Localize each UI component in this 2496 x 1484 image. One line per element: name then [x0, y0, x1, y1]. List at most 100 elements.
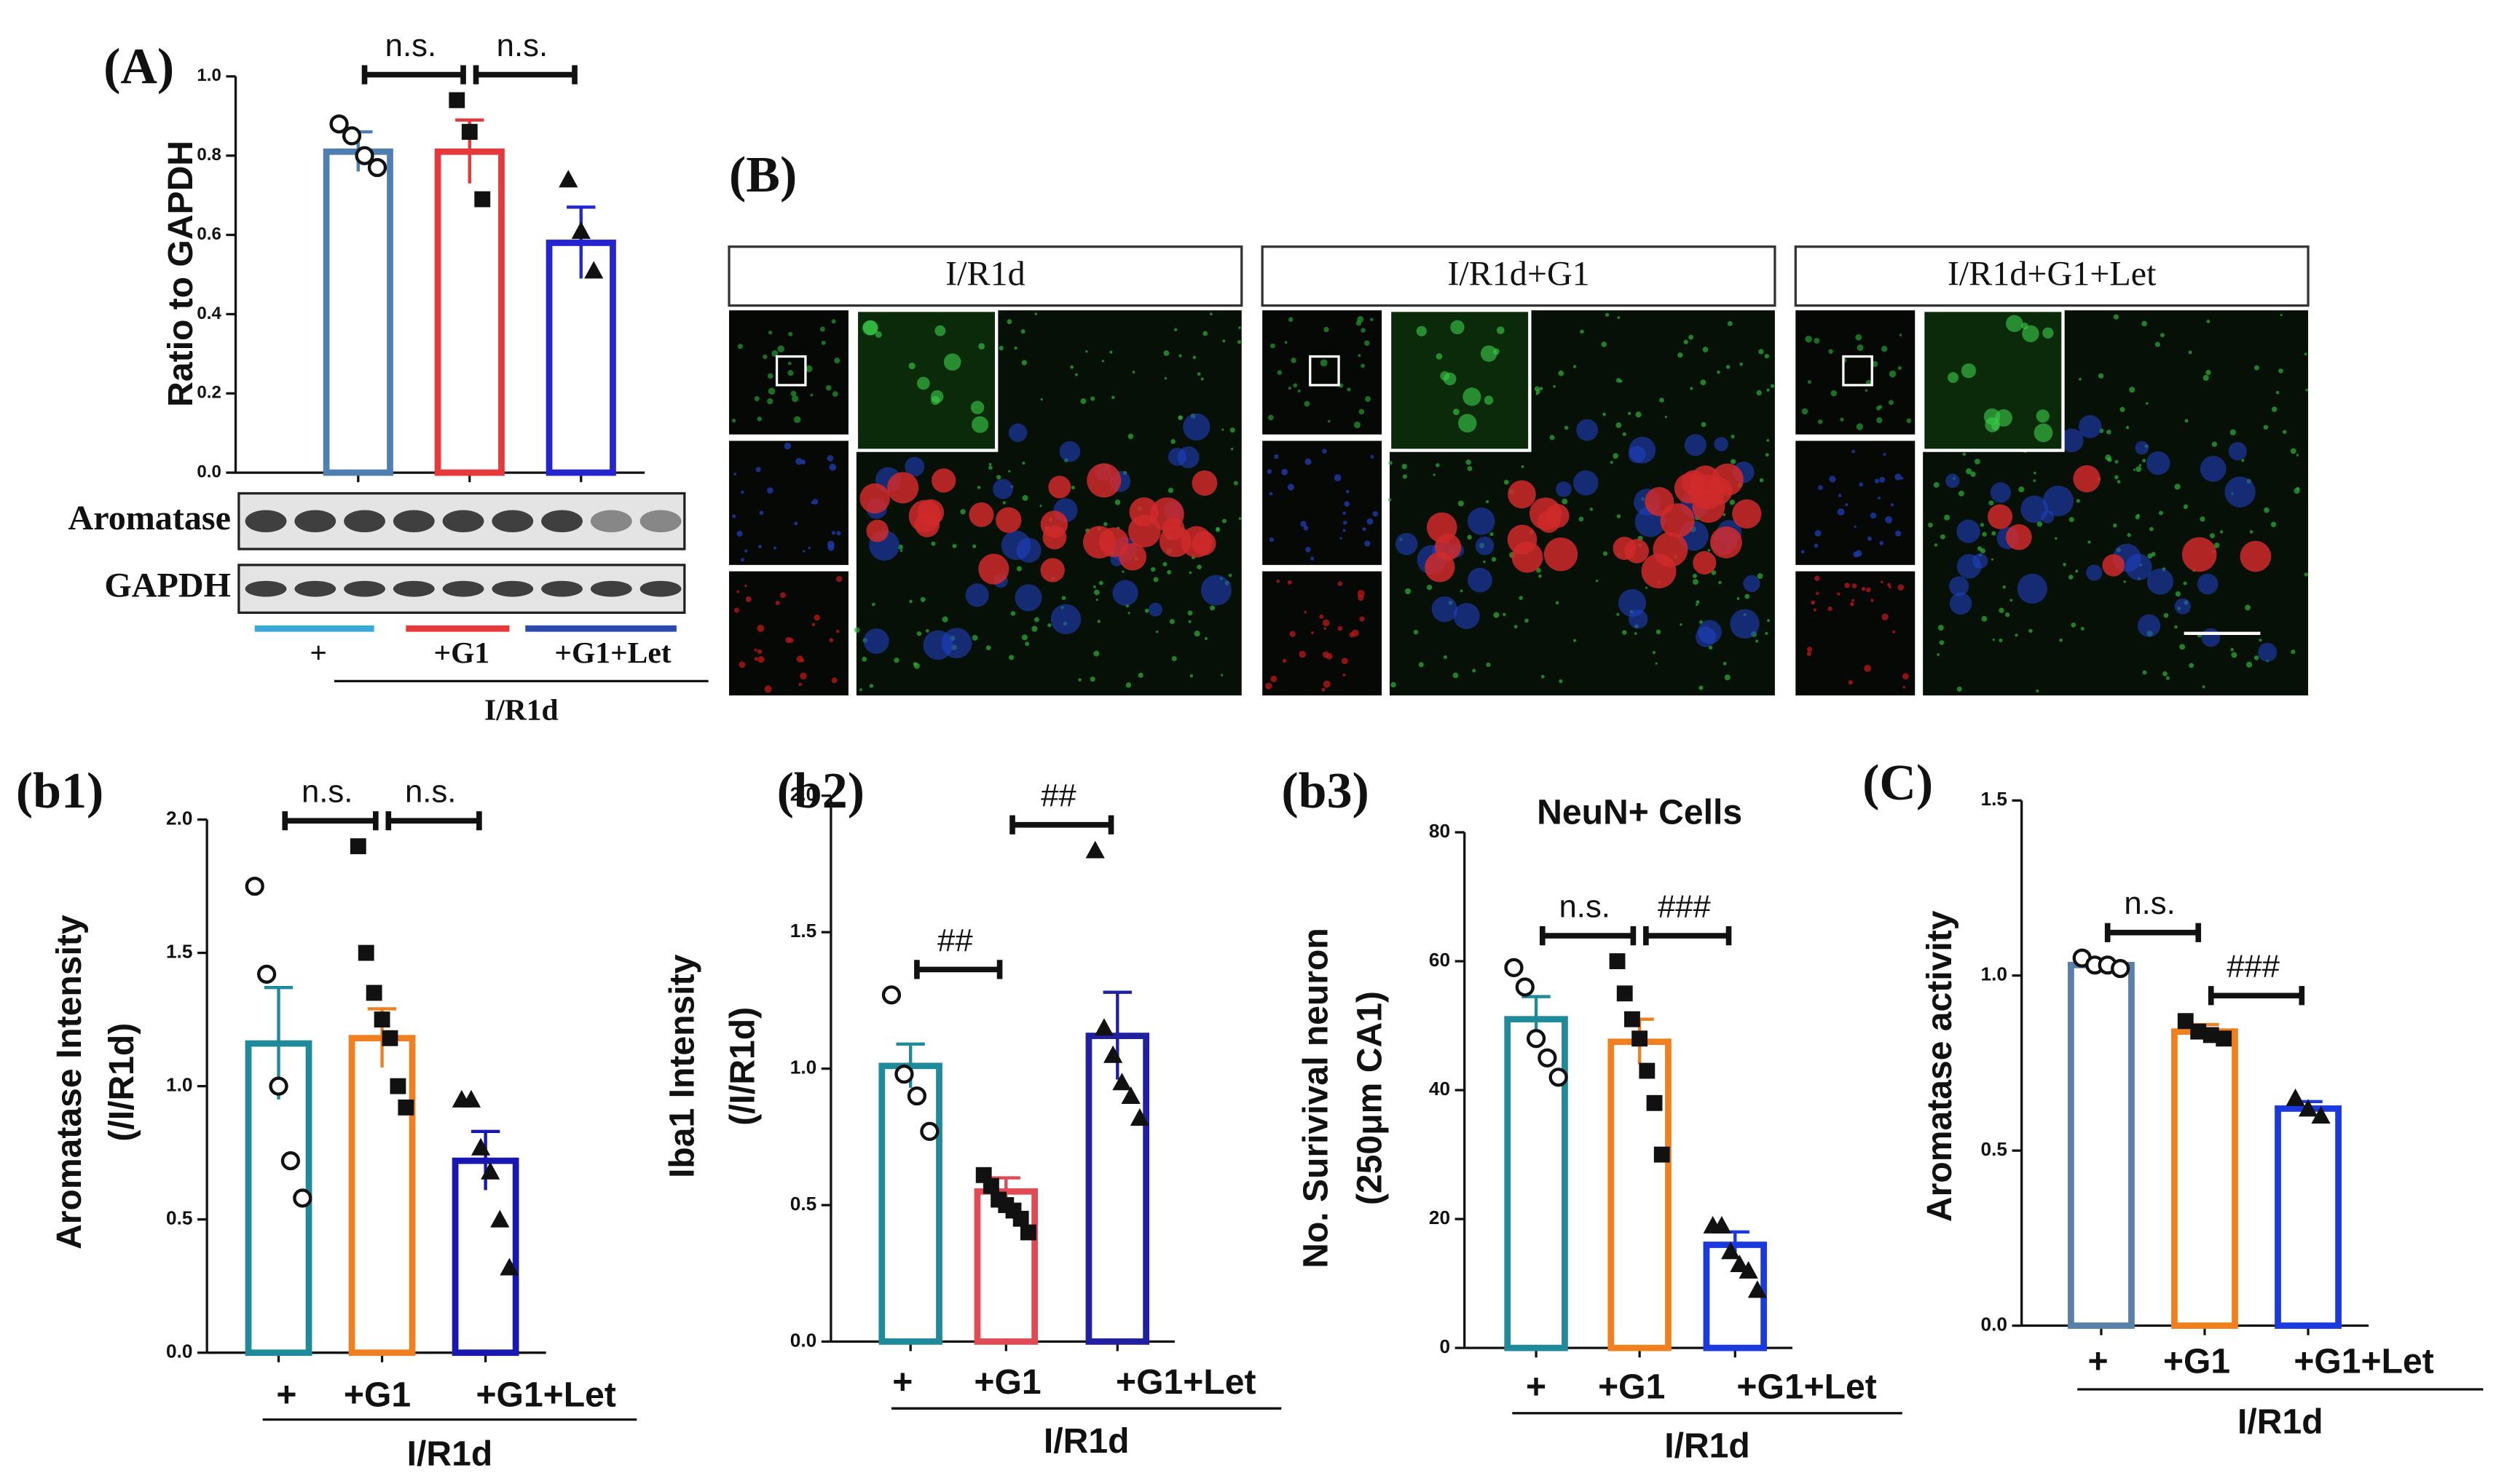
x-tick-label: + — [310, 636, 327, 669]
data-point — [500, 1258, 519, 1276]
green-speck — [1132, 371, 1135, 374]
green-speck — [1766, 438, 1770, 442]
green-speck — [2080, 626, 2084, 631]
error-bar — [471, 1129, 500, 1191]
channel-speck — [1853, 551, 1859, 558]
group-label: I/R1d — [2237, 1402, 2323, 1442]
green-speck — [2188, 350, 2192, 355]
channel-speck — [1806, 651, 1811, 656]
data-point — [269, 1076, 288, 1096]
channel-speck — [1267, 469, 1272, 474]
channel-speck — [1341, 658, 1348, 665]
channel-speck — [1840, 417, 1844, 422]
green-speck — [2055, 537, 2058, 540]
inset-speck — [1961, 363, 1977, 379]
x-tick-label: +G1 — [344, 1376, 411, 1415]
green-speck — [985, 645, 991, 651]
data-point — [584, 261, 604, 279]
red-cell — [1128, 515, 1161, 548]
channel-image — [729, 571, 849, 696]
channel-speck — [798, 682, 803, 687]
micrograph-panel: (B) I/R1d I/R1d+G1 I/R1d+G1+Let — [728, 147, 2310, 696]
green-speck — [2059, 638, 2063, 642]
green-speck — [1503, 612, 1506, 617]
channel-speck — [771, 350, 779, 358]
green-speck — [1677, 352, 1683, 358]
channel-speck — [1361, 363, 1365, 368]
green-speck — [1988, 500, 1994, 506]
red-cell — [1192, 531, 1216, 556]
inset-speck — [934, 325, 946, 336]
channel-speck — [812, 498, 819, 505]
blue-cell — [1475, 536, 1495, 556]
red-cell — [1508, 480, 1536, 509]
channel-speck — [1891, 630, 1896, 634]
green-speck — [1467, 534, 1472, 540]
channel-speck — [764, 685, 772, 693]
channel-speck — [1828, 349, 1833, 354]
channel-speck — [1365, 396, 1371, 402]
green-speck — [1178, 354, 1182, 358]
channel-speck — [1284, 341, 1288, 344]
green-speck — [1534, 386, 1540, 392]
red-cell — [1543, 537, 1578, 572]
green-speck — [1521, 465, 1524, 468]
channel-speck — [1274, 454, 1279, 459]
blue-cell — [1177, 446, 1200, 469]
channel-speck — [1817, 419, 1823, 425]
red-cell — [1710, 526, 1742, 559]
red-cell — [866, 519, 889, 542]
green-speck — [1426, 584, 1433, 591]
x-tick-label: +G1 — [433, 636, 489, 669]
channel-speck — [1801, 408, 1808, 415]
green-speck — [1696, 604, 1698, 607]
channel-speck — [1857, 344, 1864, 352]
green-speck — [2142, 459, 2146, 463]
green-speck — [1020, 329, 1025, 334]
green-speck — [1622, 432, 1626, 436]
green-speck — [1472, 668, 1476, 673]
inset-speck — [978, 343, 985, 350]
green-speck — [1756, 390, 1762, 396]
channel-speck — [767, 373, 773, 379]
channel-speck — [1293, 383, 1298, 388]
y-tick-label: 60 — [1429, 949, 1450, 971]
green-speck — [1093, 585, 1096, 588]
blue-cell — [1576, 419, 1599, 441]
channel-speck — [757, 417, 762, 422]
green-speck — [2147, 553, 2153, 559]
significance-label: n.s. — [497, 28, 548, 63]
channel-speck — [1850, 601, 1854, 607]
blue-cell — [2135, 441, 2149, 455]
green-speck — [1489, 532, 1494, 537]
blot-band — [492, 510, 534, 533]
blot-band — [639, 510, 682, 533]
data-point — [382, 1030, 398, 1046]
green-speck — [1991, 531, 1996, 536]
y-tick-label: 0.0 — [1981, 1313, 2007, 1335]
bar — [434, 148, 505, 476]
green-speck — [1390, 682, 1396, 688]
green-speck — [1999, 607, 2004, 613]
channel-speck — [831, 531, 836, 535]
green-speck — [854, 627, 860, 634]
green-speck — [1617, 316, 1621, 320]
green-speck — [1759, 478, 1764, 483]
channel-speck — [1805, 336, 1812, 343]
green-speck — [1934, 543, 1938, 547]
green-speck — [1975, 459, 1980, 465]
green-speck — [1170, 439, 1176, 444]
green-speck — [1034, 617, 1039, 623]
inset-speck — [1983, 408, 2001, 425]
data-point — [1121, 1086, 1141, 1104]
green-speck — [1645, 586, 1648, 589]
data-point — [1616, 985, 1633, 1002]
channel-image — [1795, 441, 1916, 565]
channel-speck — [737, 344, 744, 350]
channel-speck — [1883, 452, 1886, 457]
green-speck — [1178, 415, 1184, 420]
channel-speck — [1815, 591, 1819, 596]
blot-band — [344, 580, 385, 597]
data-point — [2177, 1013, 2194, 1030]
channel-speck — [1845, 503, 1849, 507]
